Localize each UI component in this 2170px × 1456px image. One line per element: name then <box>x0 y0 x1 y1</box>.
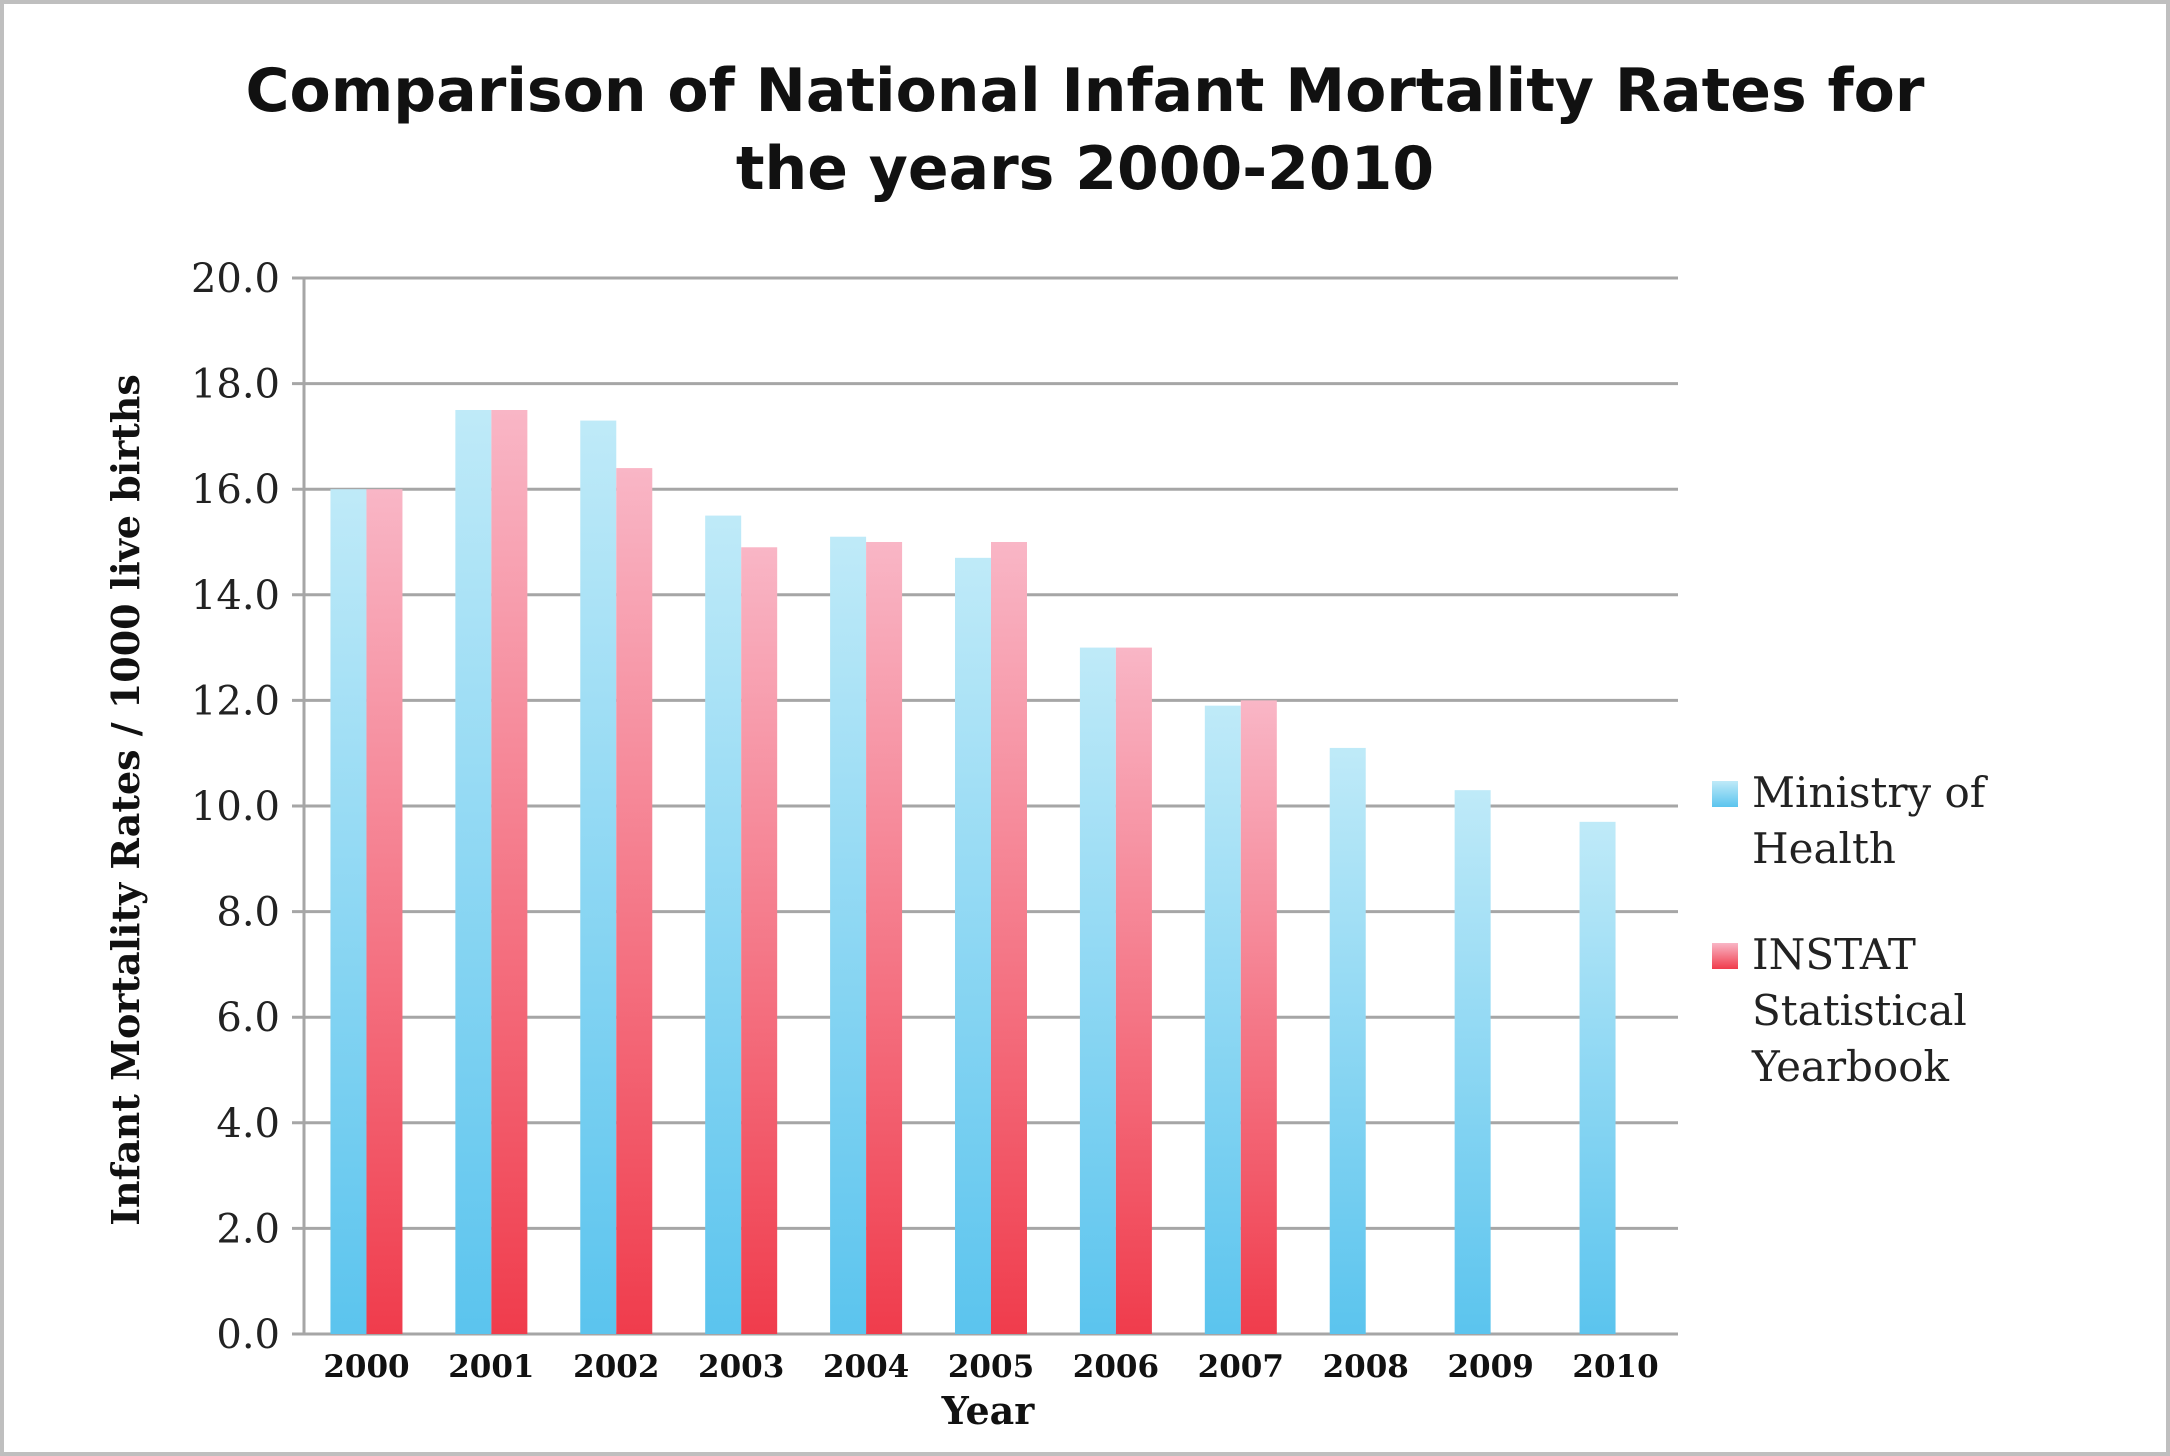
bar-ministry-of-health-2005 <box>955 557 991 1334</box>
x-tick-label: 2010 <box>1572 1349 1658 1385</box>
y-tick-label: 0.0 <box>216 1312 280 1358</box>
legend: Ministry of Health INSTAT Statistical Ye… <box>1712 765 2142 1095</box>
y-axis-label: Infant Mortality Rates / 1000 live birth… <box>103 374 148 1226</box>
x-tick-label: 2004 <box>823 1349 909 1385</box>
legend-swatch-instat-statistical-yearbook <box>1712 943 1738 969</box>
x-tick-label: 2001 <box>448 1349 534 1385</box>
bar-instat-statistical-yearbook-2006 <box>1115 647 1152 1334</box>
chart-title: Comparison of National Infant Mortality … <box>150 52 2020 208</box>
x-tick-label: 2009 <box>1447 1349 1533 1385</box>
bar-ministry-of-health-2006 <box>1079 647 1116 1334</box>
x-tick-label: 2008 <box>1323 1349 1409 1385</box>
x-tick-label: 2005 <box>948 1349 1034 1385</box>
bar-instat-statistical-yearbook-2001 <box>491 410 528 1334</box>
bar-instat-statistical-yearbook-2004 <box>866 542 903 1334</box>
y-tick-label: 18.0 <box>191 362 280 408</box>
bar-ministry-of-health-2008 <box>1329 747 1366 1334</box>
legend-swatch-ministry-of-health <box>1712 781 1738 807</box>
legend-item-ministry-of-health: Ministry of Health <box>1712 765 2142 877</box>
bar-ministry-of-health-2001 <box>455 410 492 1334</box>
bar-ministry-of-health-2007 <box>1204 705 1241 1334</box>
bar-ministry-of-health-2009 <box>1454 790 1491 1334</box>
bar-ministry-of-health-2003 <box>705 515 742 1334</box>
bar-ministry-of-health-2002 <box>580 420 617 1334</box>
legend-label-ministry-of-health: Ministry of Health <box>1752 768 1986 873</box>
legend-label-instat-statistical-yearbook: INSTAT Statistical Yearbook <box>1752 930 1967 1091</box>
x-tick-labels: 2000 2001 2002 2003 2004 2005 2006 2007 2008 2009… <box>323 1349 1658 1385</box>
chart-title-line-2: the years 2000-2010 <box>735 134 1435 204</box>
bar-instat-statistical-yearbook-2002 <box>616 468 653 1335</box>
bar-instat-statistical-yearbook-2000 <box>366 489 403 1334</box>
bar-instat-statistical-yearbook-2007 <box>1240 700 1277 1334</box>
bar-instat-statistical-yearbook-2005 <box>991 542 1027 1334</box>
bars <box>330 410 1616 1335</box>
x-tick-label: 2006 <box>1073 1349 1159 1385</box>
y-tick-label: 10.0 <box>191 784 280 830</box>
bar-ministry-of-health-2000 <box>330 489 367 1334</box>
y-tick-label: 4.0 <box>216 1101 280 1147</box>
x-tick-label: 2003 <box>698 1349 784 1385</box>
bar-instat-statistical-yearbook-2003 <box>741 547 778 1334</box>
x-axis-label: Year <box>941 1388 1036 1433</box>
y-tick-labels: 0.0 2.0 4.0 6.0 8.0 10.0 12.0 14.0 16.0 18.0 20.0 <box>191 256 280 1358</box>
bar-ministry-of-health-2004 <box>830 536 867 1334</box>
y-tick-label: 12.0 <box>191 678 280 724</box>
y-tick-label: 20.0 <box>191 256 280 302</box>
x-tick-label: 2000 <box>323 1349 409 1385</box>
y-tick-label: 6.0 <box>216 995 280 1041</box>
x-tick-label: 2007 <box>1198 1349 1284 1385</box>
y-tick-label: 2.0 <box>216 1206 280 1252</box>
bar-ministry-of-health-2010 <box>1579 821 1616 1334</box>
legend-item-instat-statistical-yearbook: INSTAT Statistical Yearbook <box>1712 927 2142 1095</box>
chart-title-line-1: Comparison of National Infant Mortality … <box>245 56 1925 126</box>
y-tick-label: 8.0 <box>216 890 280 936</box>
x-tick-label: 2002 <box>573 1349 659 1385</box>
y-tick-label: 16.0 <box>191 467 280 513</box>
y-tick-label: 14.0 <box>191 573 280 619</box>
